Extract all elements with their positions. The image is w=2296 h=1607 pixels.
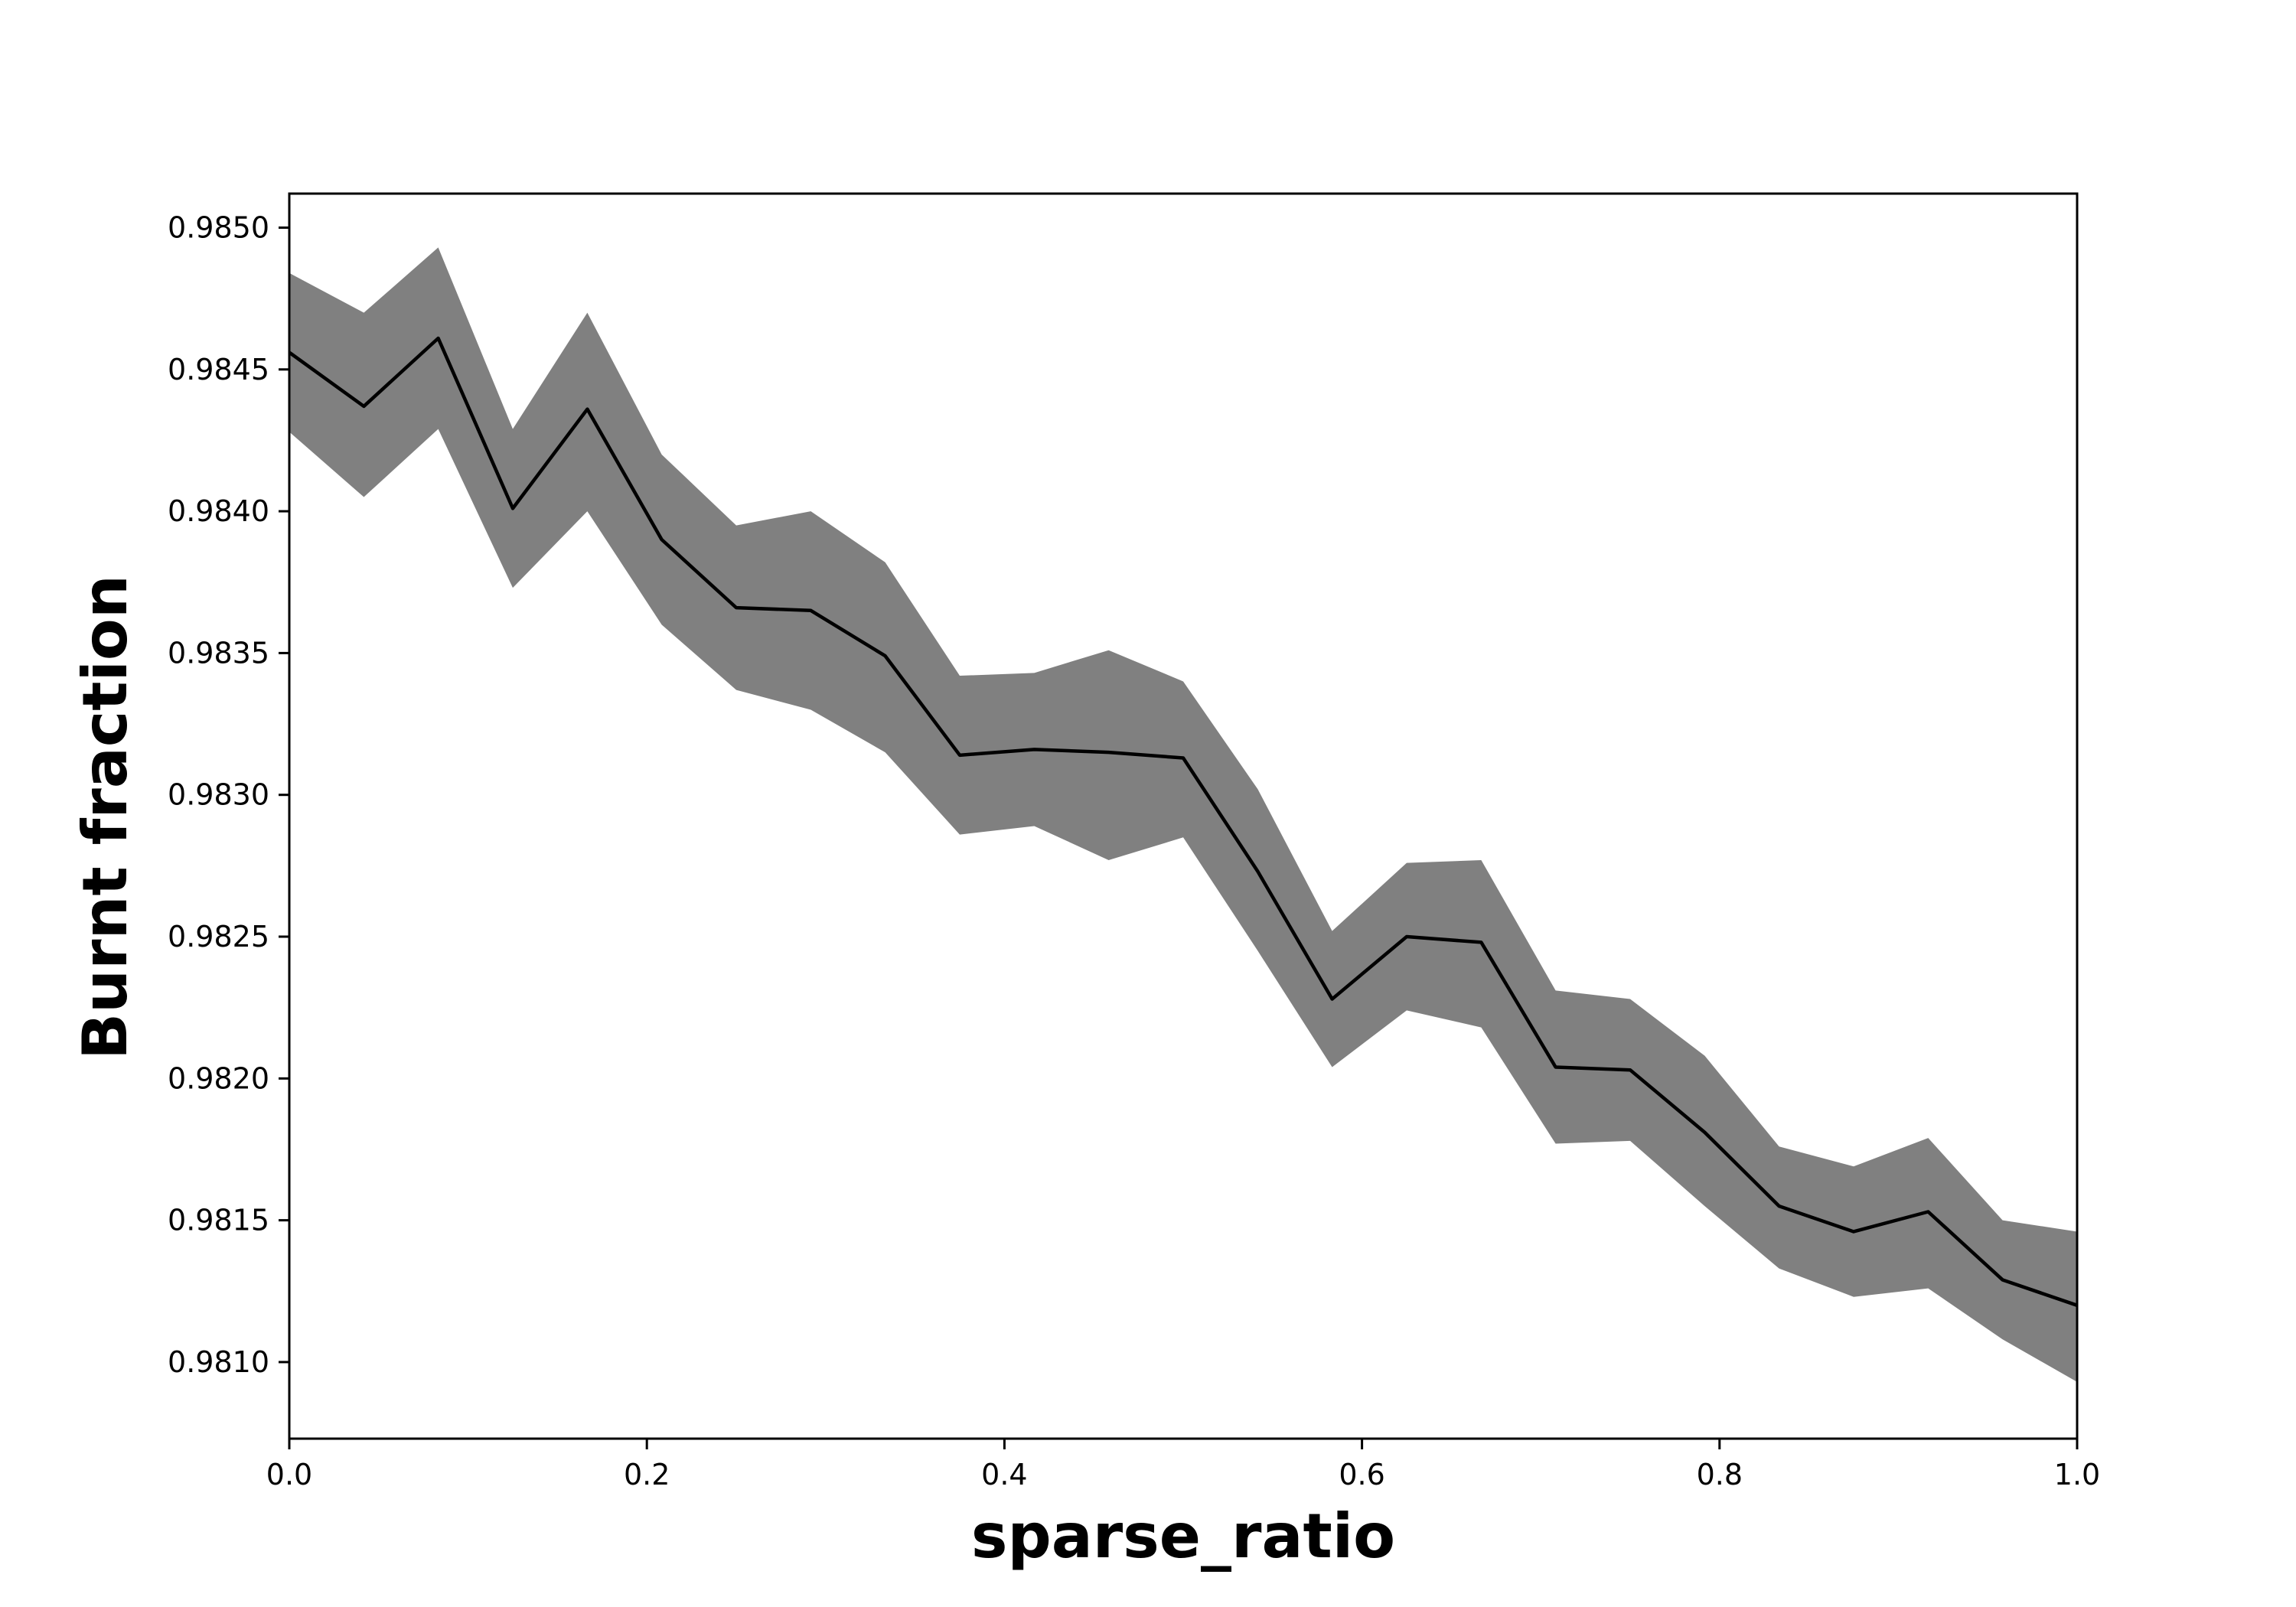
confidence-band [289, 247, 2077, 1382]
y-tick-label: 0.9850 [168, 210, 269, 244]
x-tick-label: 0.6 [1339, 1458, 1384, 1491]
y-tick-label: 0.9820 [168, 1061, 269, 1095]
x-tick-label: 1.0 [2054, 1458, 2100, 1491]
y-tick-label: 0.9825 [168, 920, 269, 953]
y-tick-label: 0.9835 [168, 636, 269, 670]
plot-area [288, 247, 2078, 1382]
y-tick-label: 0.9840 [168, 494, 269, 528]
y-tick-label: 0.9845 [168, 353, 269, 386]
x-tick-label: 0.8 [1697, 1458, 1743, 1491]
y-tick-label: 0.9810 [168, 1345, 269, 1379]
x-tick-label: 0.0 [266, 1458, 312, 1491]
y-tick-label: 0.9815 [168, 1204, 269, 1237]
x-axis-title: sparse_ratio [971, 1501, 1395, 1572]
y-tick-label: 0.9830 [168, 778, 269, 812]
x-tick-label: 0.4 [981, 1458, 1027, 1491]
x-tick-label: 0.2 [624, 1458, 670, 1491]
mean-line [288, 336, 2078, 1307]
axes: 0.0 0.2 0.4 0.6 0.8 1.0 0.9810 0.9815 0.9820 0.98… [168, 192, 2100, 1491]
axes-frame [288, 192, 2079, 1440]
y-axis-title: Burnt fraction [70, 575, 141, 1060]
